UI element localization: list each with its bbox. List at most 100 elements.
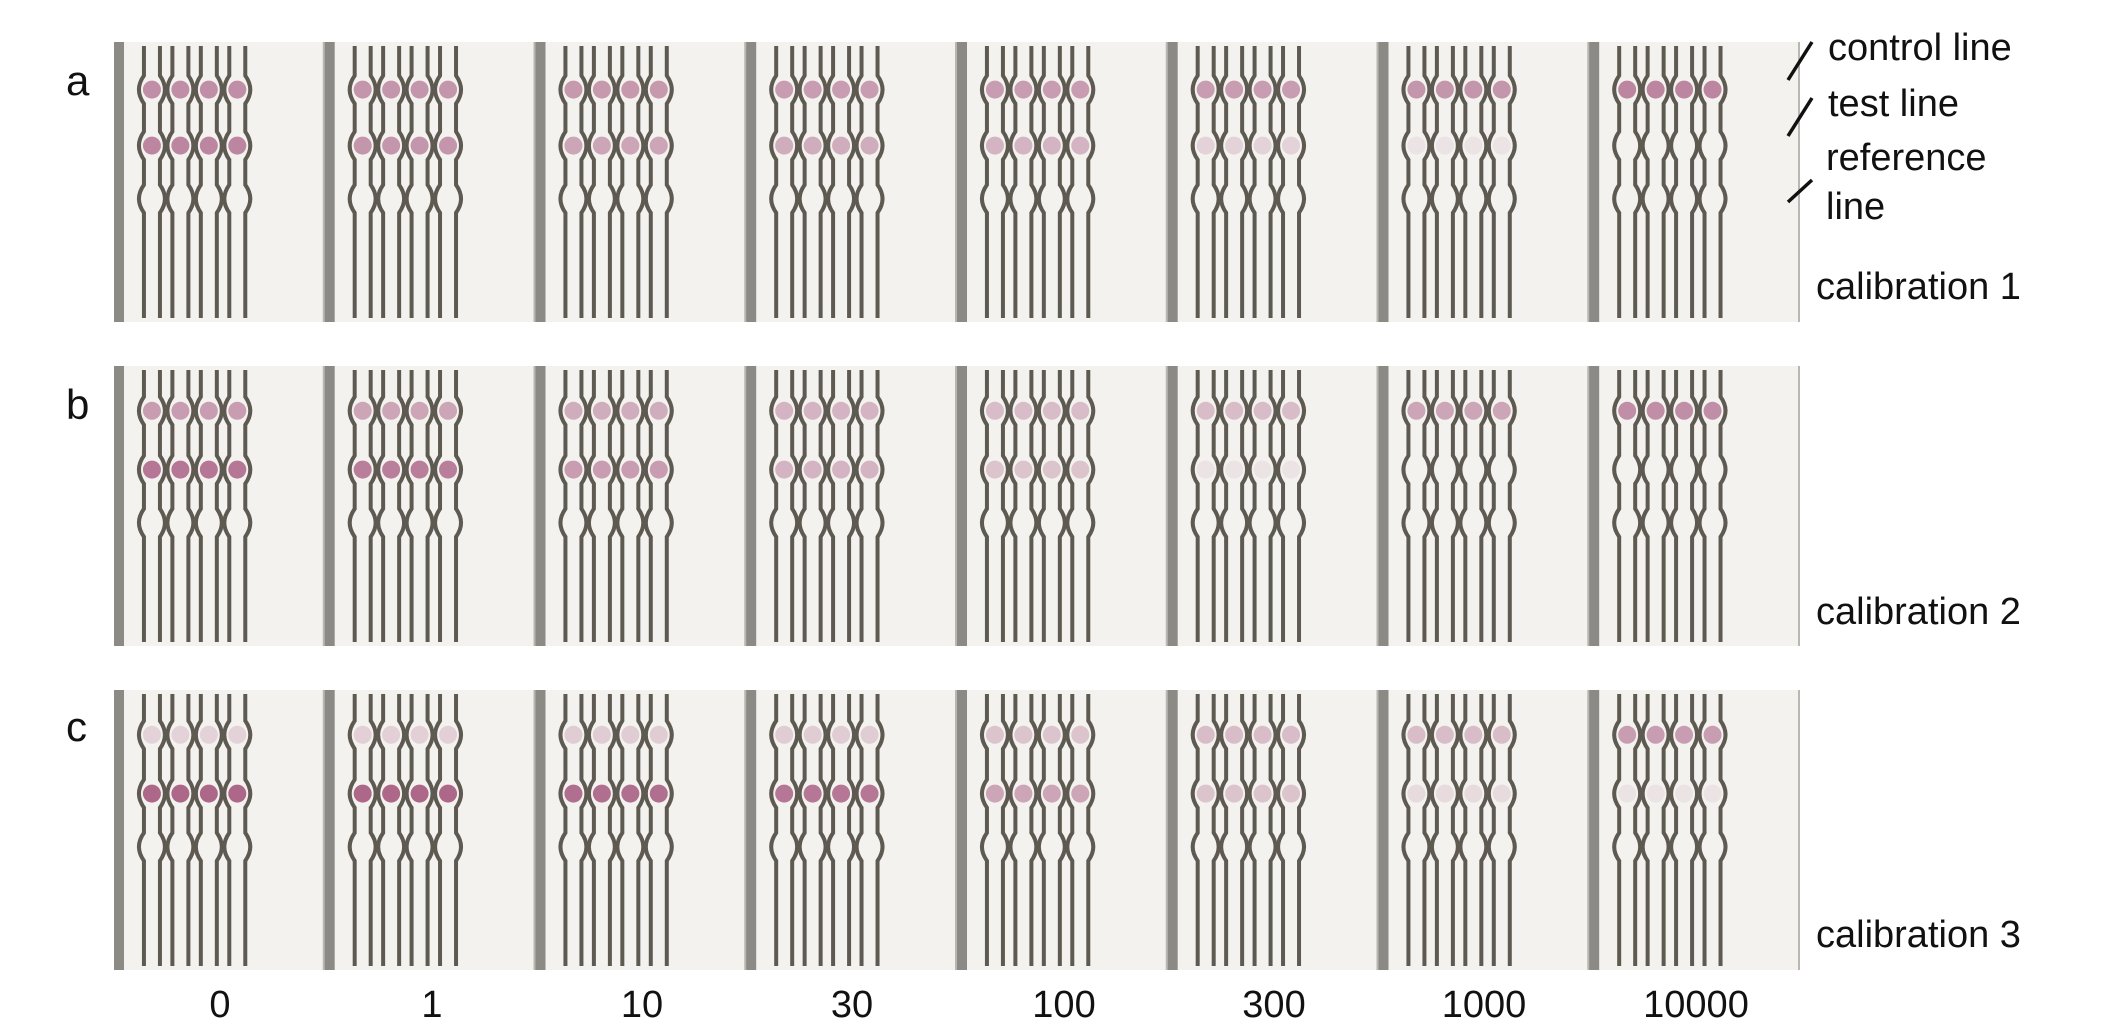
control-spot: [142, 401, 161, 420]
channel-wall: [1486, 694, 1496, 966]
strip-row-1: [114, 42, 1800, 322]
channel-wall: [1086, 370, 1096, 642]
test-spot: [382, 460, 401, 479]
cassette-divider: [1589, 690, 1600, 970]
channel-wall: [797, 694, 807, 966]
cassette-divider: [114, 366, 124, 646]
control-line-leader: [1786, 41, 1814, 81]
test-spot: [621, 784, 640, 803]
reference-line-label-part-1: reference: [1826, 137, 1987, 179]
channel-wall: [769, 46, 779, 318]
channel-wall: [1718, 694, 1728, 966]
channel-wall: [1008, 694, 1018, 966]
channel-wall: [1000, 694, 1010, 966]
channel-wall: [826, 694, 836, 966]
test-spot: [803, 136, 822, 155]
test-spot: [564, 136, 583, 155]
channel-wall: [454, 370, 464, 642]
channel-wall: [136, 370, 146, 642]
control-spot: [860, 725, 879, 744]
test-spot: [832, 460, 851, 479]
channel-wall: [136, 694, 146, 966]
test-spot: [1071, 784, 1090, 803]
control-spot: [775, 401, 794, 420]
channel-wall: [558, 370, 568, 642]
channel-wall: [1612, 46, 1622, 318]
reference-line-label: reference line: [1826, 134, 1987, 233]
channel-wall: [1633, 694, 1643, 966]
control-spot: [832, 80, 851, 99]
control-spot: [1196, 725, 1215, 744]
channel-wall: [193, 370, 203, 642]
strip-cell: [1378, 690, 1588, 970]
control-spot: [1196, 80, 1215, 99]
channel-wall: [1297, 370, 1307, 642]
channel-wall: [1612, 694, 1622, 966]
channel-wall: [1190, 46, 1200, 318]
channel-wall: [1086, 694, 1096, 966]
channel-wall: [636, 370, 646, 642]
channel-wall: [1718, 46, 1728, 318]
test-spot: [353, 136, 372, 155]
test-spot: [1014, 136, 1033, 155]
test-spot: [1703, 784, 1722, 803]
test-spot: [1646, 784, 1665, 803]
channel-wall: [1297, 694, 1307, 966]
control-spot: [1703, 80, 1722, 99]
channel-wall: [1479, 46, 1489, 318]
test-spot: [564, 784, 583, 803]
test-spot: [1225, 460, 1244, 479]
control-spot: [410, 725, 429, 744]
test-spot: [439, 460, 458, 479]
control-spot: [1407, 80, 1426, 99]
test-spot: [1253, 460, 1272, 479]
control-spot: [228, 401, 247, 420]
channel-wall: [1690, 370, 1700, 642]
test-spot: [353, 784, 372, 803]
test-line-label: test line: [1828, 83, 1959, 125]
test-spot: [1196, 136, 1215, 155]
strip-cell: [1167, 690, 1377, 970]
channel-wall: [1219, 370, 1229, 642]
control-spot: [1435, 80, 1454, 99]
concentration-label: 10: [620, 984, 664, 1026]
test-spot: [1492, 460, 1511, 479]
channel-wall: [1507, 46, 1517, 318]
channel-wall: [193, 694, 203, 966]
test-spot: [649, 784, 668, 803]
channel-wall: [1640, 46, 1650, 318]
channel-wall: [607, 370, 617, 642]
test-spot: [775, 784, 794, 803]
cassette-divider: [746, 690, 757, 970]
control-spot: [803, 401, 822, 420]
test-spot: [1675, 784, 1694, 803]
channel-wall: [875, 46, 885, 318]
channel-wall: [1633, 46, 1643, 318]
channel-wall: [454, 46, 464, 318]
channel-wall: [1690, 694, 1700, 966]
channel-wall: [1669, 370, 1679, 642]
control-spot: [1253, 725, 1272, 744]
test-spot: [860, 784, 879, 803]
channel-wall: [818, 370, 828, 642]
channel-wall: [186, 370, 196, 642]
channel-wall: [1057, 46, 1067, 318]
control-spot: [832, 725, 851, 744]
test-spot: [1042, 136, 1061, 155]
control-spot: [775, 80, 794, 99]
channel-wall: [1219, 46, 1229, 318]
channel-wall: [636, 46, 646, 318]
test-spot: [171, 460, 190, 479]
row-label-calibration-2: calibration 2: [1816, 591, 2021, 633]
control-spot: [564, 725, 583, 744]
test-spot: [1071, 460, 1090, 479]
channel-wall: [1450, 46, 1460, 318]
channel-wall: [1401, 370, 1411, 642]
channel-wall: [368, 370, 378, 642]
control-spot: [1014, 725, 1033, 744]
control-spot: [1071, 725, 1090, 744]
channel-wall: [1057, 370, 1067, 642]
control-spot: [832, 401, 851, 420]
channel-wall: [1422, 46, 1432, 318]
control-spot: [1646, 401, 1665, 420]
